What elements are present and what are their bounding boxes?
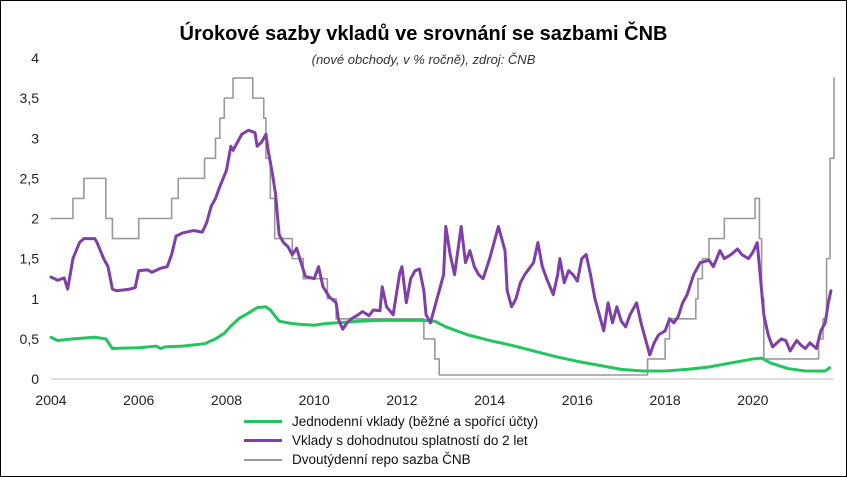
legend-item-dohodnuta: Vklady s dohodnutou splatností do 2 let — [244, 431, 538, 450]
y-tick-label: 3 — [31, 130, 39, 146]
x-tick-label: 2018 — [650, 392, 681, 408]
legend-item-jednodenni: Jednodenní vklady (běžné a spořící účty) — [244, 412, 538, 431]
x-tick-label: 2012 — [386, 392, 417, 408]
legend-label: Dvoutýdenní repo sazba ČNB — [292, 452, 471, 467]
x-tick-label: 2016 — [562, 392, 593, 408]
chart-title: Úrokové sazby vkladů ve srovnání se sazb… — [179, 23, 668, 45]
series-line-1 — [49, 128, 833, 357]
x-tick-label: 2020 — [737, 392, 768, 408]
legend-label: Vklady s dohodnutou splatností do 2 let — [292, 433, 528, 448]
x-tick-label: 2010 — [299, 392, 330, 408]
y-tick-label: 3,5 — [20, 90, 40, 106]
axes: 0 0,5 1 1,5 2 2,5 3 3,5 4 2004 2006 2008 2010 2012 201… — [20, 50, 834, 408]
series-line-0 — [49, 305, 832, 373]
y-tick-label: 0 — [31, 371, 39, 387]
x-tick-label: 2006 — [123, 392, 154, 408]
y-tick-label: 1,5 — [20, 251, 40, 267]
legend-swatch-purple-line — [244, 439, 282, 442]
series-line-2 — [50, 77, 835, 376]
series-layer — [49, 77, 835, 376]
y-tick-label: 1 — [31, 291, 39, 307]
chart-subtitle: (nové obchody, v % ročně), zdroj: ČNB — [311, 52, 536, 67]
x-tick-label: 2004 — [35, 392, 66, 408]
legend: Jednodenní vklady (běžné a spořící účty)… — [244, 412, 538, 469]
x-tick-label: 2014 — [474, 392, 505, 408]
y-tick-label: 2 — [31, 211, 39, 227]
legend-swatch-green-line — [244, 420, 282, 423]
legend-item-repo: Dvoutýdenní repo sazba ČNB — [244, 450, 538, 469]
y-tick-label: 4 — [31, 50, 39, 66]
legend-swatch-grey-line — [244, 458, 282, 461]
y-tick-label: 0,5 — [20, 331, 40, 347]
legend-label: Jednodenní vklady (běžné a spořící účty) — [292, 414, 539, 429]
y-tick-label: 2,5 — [20, 170, 40, 186]
x-tick-label: 2008 — [211, 392, 242, 408]
